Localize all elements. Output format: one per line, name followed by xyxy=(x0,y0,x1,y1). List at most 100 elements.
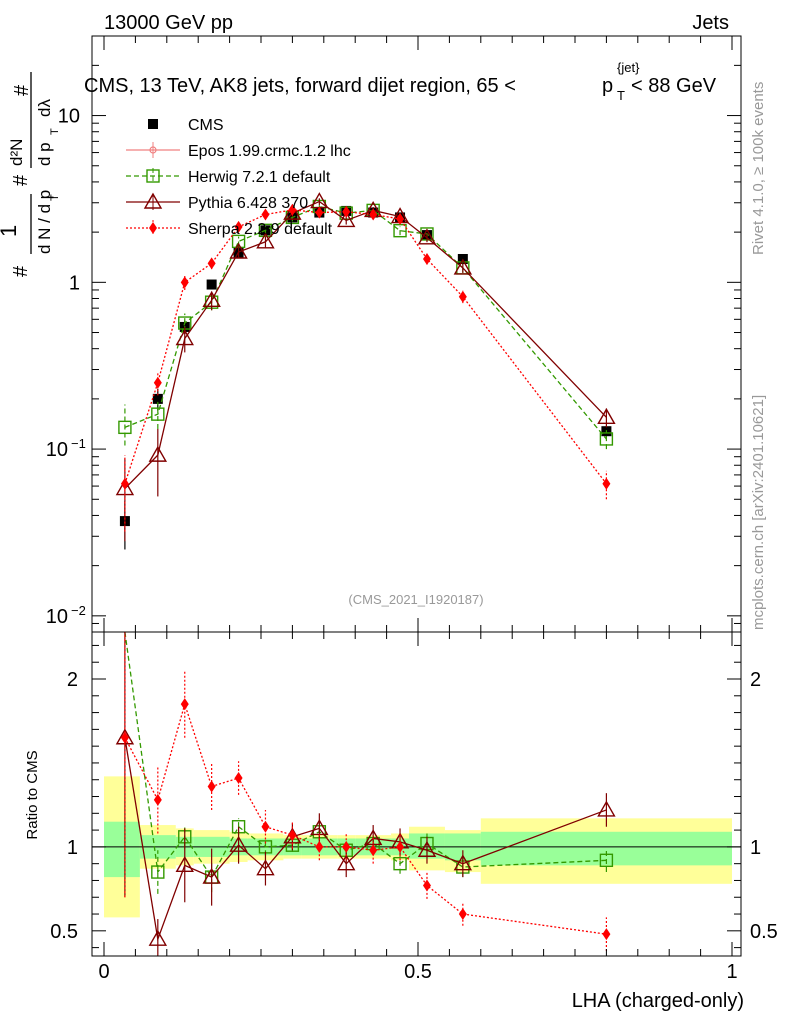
ratio-point-sherpa xyxy=(458,908,467,921)
main-point-sherpa xyxy=(180,276,189,289)
main-point-sherpa xyxy=(342,205,351,218)
chart-title-pt-sup: {jet} xyxy=(617,60,640,75)
ratio-ylabel: Ratio to CMS xyxy=(24,750,41,839)
ratio-ytick-label-left-2: 2 xyxy=(67,669,78,691)
legend-label-sherpa: Sherpa 2.2.9 default xyxy=(188,221,333,238)
ratio-point-sherpa xyxy=(315,840,324,853)
ylabel-T-1: T xyxy=(49,194,61,201)
ylabel-hash-1: # xyxy=(10,265,32,277)
ratio-point-pythia xyxy=(256,859,275,876)
ratio-series-layer xyxy=(115,631,616,956)
ratio-point-sherpa xyxy=(153,793,162,806)
main-point-data xyxy=(152,393,163,404)
chart-title-suffix: < 88 GeV xyxy=(631,75,717,97)
main-line-pythia xyxy=(124,200,607,489)
x-axis-label: LHA (charged-only) xyxy=(572,990,744,1012)
mcplots-label: mcplots.cern.ch [arXiv:2401.10621] xyxy=(750,395,767,630)
main-series-sherpa xyxy=(120,203,611,532)
main-ytick-label-exp-0: −2 xyxy=(71,603,86,618)
ratio-band-green-0 xyxy=(104,821,140,878)
main-point-pythia xyxy=(175,329,194,346)
main-point-pythia xyxy=(202,290,221,308)
ratio-point-pythia xyxy=(175,855,194,873)
ratio-point-sherpa xyxy=(602,928,611,941)
ratio-point-herwig xyxy=(393,856,407,871)
legend-label-herwig: Herwig 7.2.1 default xyxy=(188,169,331,186)
chart-title-pt: p xyxy=(602,75,613,97)
ratio-ytick-label-left-0: 0.5 xyxy=(50,921,78,943)
ylabel-dlambda: dλ xyxy=(35,99,54,117)
main-point-herwig xyxy=(258,223,273,238)
main-point-sherpa xyxy=(422,252,431,265)
energy-label: 13000 GeV pp xyxy=(104,12,233,34)
main-ytick-label-exp-1: −1 xyxy=(71,436,86,451)
main-series-data xyxy=(119,205,612,550)
main-point-pythia xyxy=(229,242,248,259)
xtick-label-1: 0.5 xyxy=(404,961,432,983)
ratio-point-sherpa xyxy=(396,840,405,853)
main-point-sherpa xyxy=(261,208,270,221)
main-series-pythia xyxy=(115,192,616,542)
legend-entry-herwig: Herwig 7.2.1 default xyxy=(126,168,331,186)
ylabel-dpT: d p xyxy=(35,142,54,166)
main-point-pythia xyxy=(337,211,356,228)
main-point-sherpa xyxy=(234,220,243,233)
legend-label-epos: Epos 1.99.crmc.1.2 lhc xyxy=(188,143,351,160)
ratio-point-pythia xyxy=(229,835,248,852)
main-ytick-label-1: 10 xyxy=(46,439,68,461)
main-point-herwig xyxy=(118,420,132,435)
legend-marker-pythia xyxy=(143,192,163,209)
ratio-ytick-label-right-0: 0.5 xyxy=(750,921,778,943)
main-point-herwig xyxy=(151,407,165,421)
main-line-sherpa xyxy=(124,209,607,485)
ylabel-hash-3: # xyxy=(11,84,33,96)
main-point-pythia xyxy=(283,203,302,220)
ratio-point-pythia xyxy=(453,854,473,871)
ratio-axis-ticks: 0.5 0.5 1 1 2 2 0 0.5 1 xyxy=(50,632,778,983)
ratio-point-pythia xyxy=(337,854,356,871)
main-point-data xyxy=(206,279,217,290)
ratio-point-sherpa xyxy=(342,840,351,853)
ratio-ytick-label-right-2: 2 xyxy=(750,669,761,691)
main-point-pythia xyxy=(417,228,437,245)
chart-title: CMS, 13 TeV, AK8 jets, forward dijet reg… xyxy=(84,75,516,97)
main-point-sherpa xyxy=(602,477,611,490)
ratio-point-pythia xyxy=(148,929,168,946)
ratio-series-pythia xyxy=(115,632,616,956)
main-point-sherpa xyxy=(369,208,378,221)
legend-label-data: CMS xyxy=(188,117,224,134)
legend-entry-sherpa: Sherpa 2.2.9 default xyxy=(126,220,333,238)
ratio-frame xyxy=(91,631,742,957)
rivet-label: Rivet 4.1.0, ≥ 100k events xyxy=(750,82,767,255)
ylabel-T-2: T xyxy=(49,128,61,135)
ratio-ytick-label-left-1: 1 xyxy=(67,837,78,859)
ratio-point-sherpa xyxy=(369,844,378,857)
legend-label-pythia: Pythia 6.428 370 xyxy=(188,195,308,212)
ratio-point-sherpa xyxy=(234,772,243,785)
ylabel-dN-dpT: d N / d p xyxy=(35,190,54,254)
ratio-point-pythia xyxy=(417,840,437,857)
ylabel-hash-2: # xyxy=(10,174,32,186)
main-point-sherpa xyxy=(396,212,405,225)
ratio-point-herwig xyxy=(599,853,614,868)
main-point-pythia xyxy=(148,445,168,462)
ratio-point-sherpa xyxy=(180,698,189,711)
ratio-point-sherpa xyxy=(261,820,270,833)
legend: CMS Epos 1.99.crmc.1.2 lhc Herwig 7.2.1 de… xyxy=(126,117,351,238)
legend-entry-pythia: Pythia 6.428 370 xyxy=(126,192,308,212)
ratio-point-sherpa xyxy=(207,780,216,793)
ylabel-one: 1 xyxy=(0,225,21,237)
legend-marker-data xyxy=(148,119,158,129)
ratio-panel: 0.5 0.5 1 1 2 2 0 0.5 1 Ratio to CMS LHA (charge… xyxy=(24,631,778,1012)
main-point-sherpa xyxy=(207,257,216,270)
legend-entry-data: CMS xyxy=(148,117,224,134)
chart-title-pt-sub: T xyxy=(617,88,625,103)
main-point-herwig xyxy=(599,432,614,446)
main-point-pythia xyxy=(453,258,473,275)
xtick-label-0: 0 xyxy=(98,961,109,983)
legend-entry-epos: Epos 1.99.crmc.1.2 lhc xyxy=(126,142,351,160)
main-point-sherpa xyxy=(315,206,324,219)
main-series-layer xyxy=(115,192,616,550)
